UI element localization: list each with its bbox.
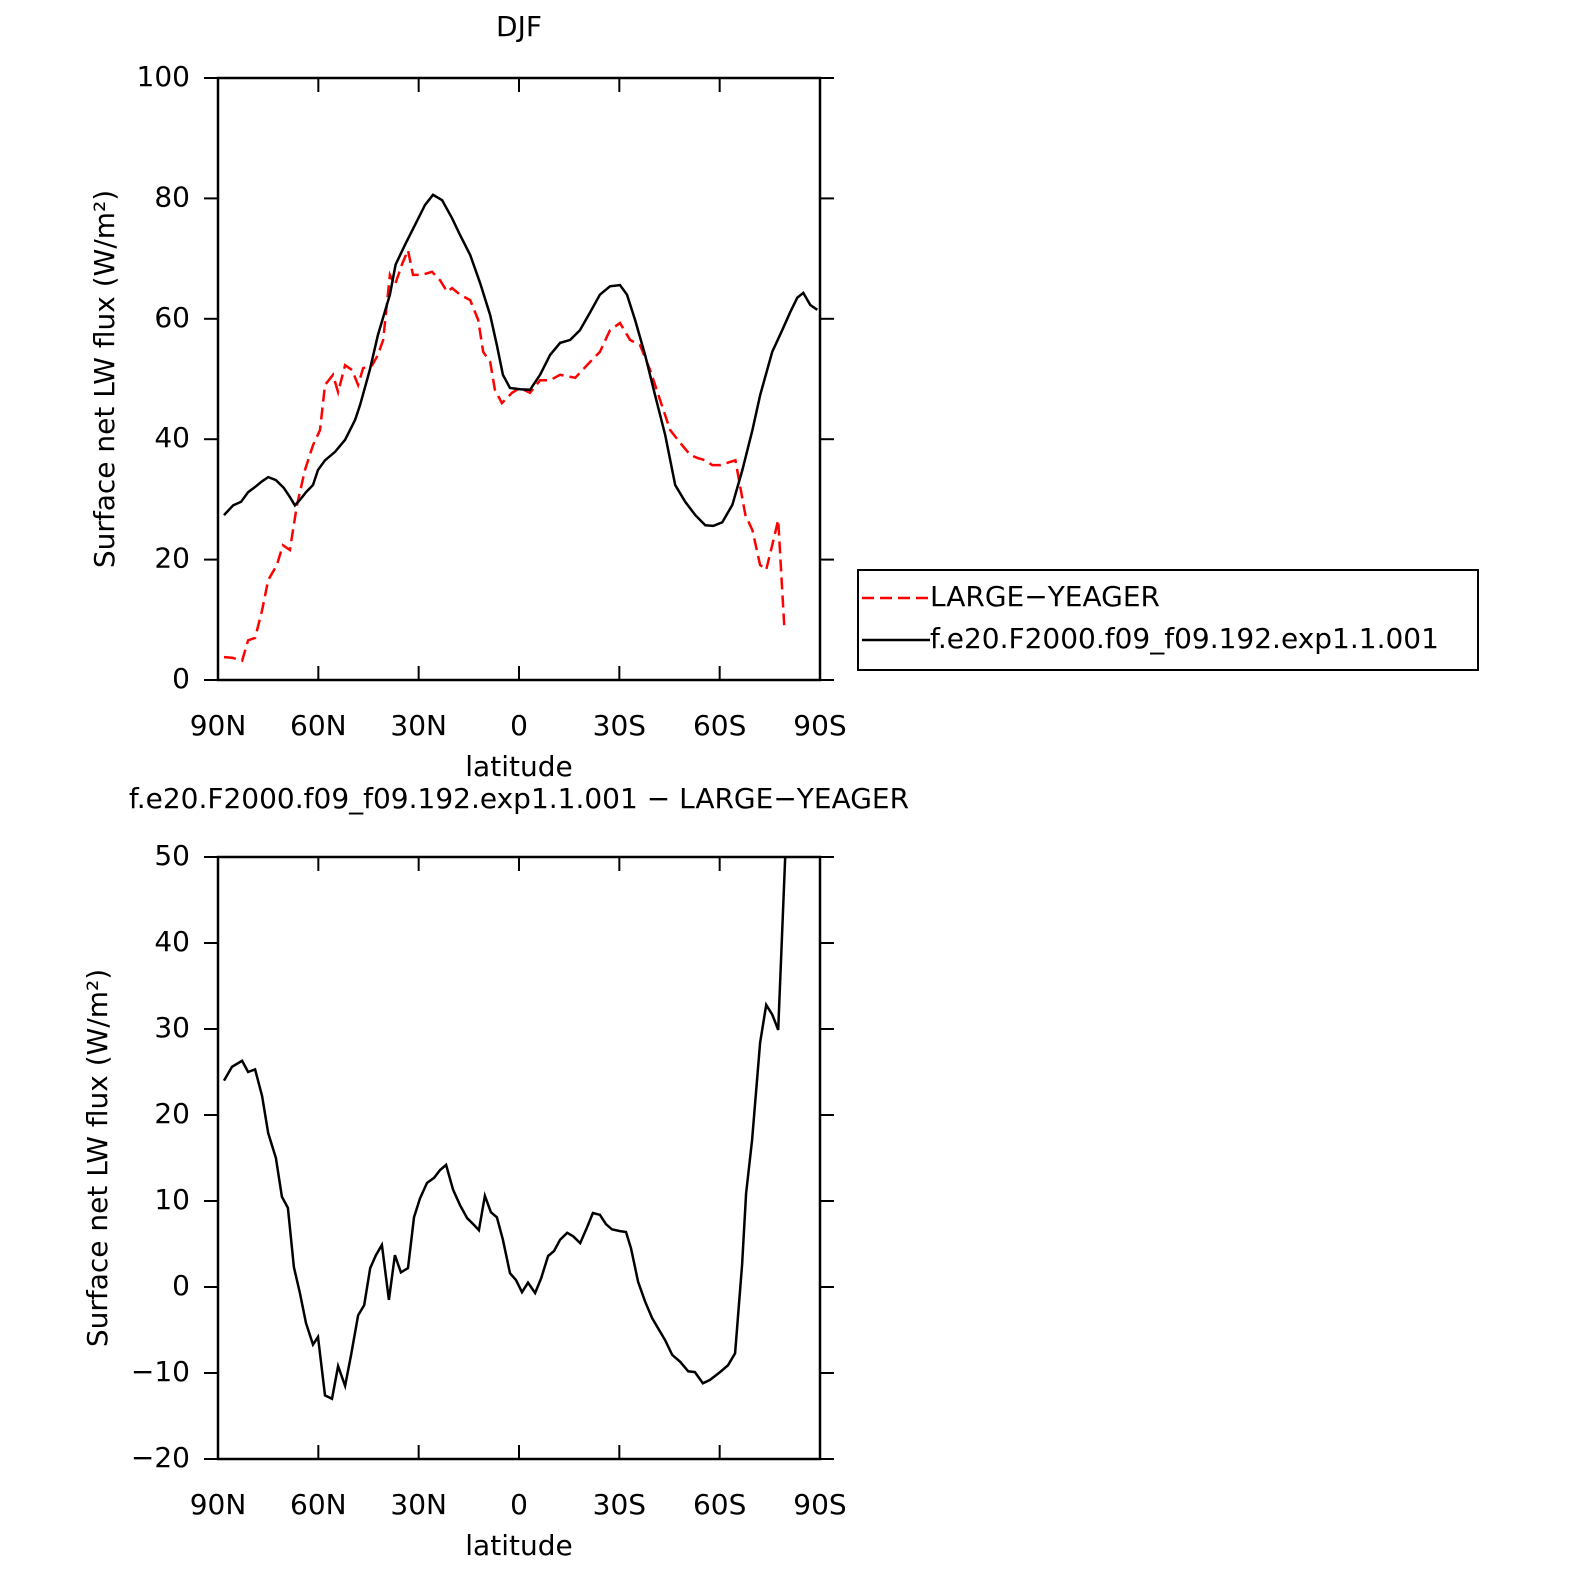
chart-title: f.e20.F2000.f09_f09.192.exp1.1.001 − LAR…: [129, 782, 909, 815]
x-tick-label: 60N: [290, 709, 347, 742]
y-tick-label: 0: [172, 662, 190, 695]
x-tick-label: 90S: [793, 1488, 846, 1521]
y-tick-label: 20: [154, 1097, 190, 1130]
x-tick-label: 60N: [290, 1488, 347, 1521]
plot-frame: [216, 76, 822, 682]
x-tick-label: 30S: [593, 1488, 646, 1521]
x-tick-label: 60S: [693, 709, 746, 742]
y-tick-label: 60: [154, 301, 190, 334]
y-tick-label: 100: [137, 60, 190, 93]
legend-label: f.e20.F2000.f09_f09.192.exp1.1.001: [930, 622, 1439, 655]
data-line: [222, 857, 787, 1401]
y-tick-label: 80: [154, 180, 190, 213]
y-axis-label: Surface net LW flux (W/m²): [88, 190, 121, 568]
y-tick-label: 0: [172, 1269, 190, 1302]
x-tick-label: 90N: [190, 709, 247, 742]
x-tick-label: 60S: [693, 1488, 746, 1521]
x-tick-label: 90N: [190, 1488, 247, 1521]
x-tick-label: 30S: [593, 709, 646, 742]
data-line: [223, 245, 786, 663]
y-tick-label: 40: [154, 421, 190, 454]
plot-frame: [216, 855, 822, 1461]
x-tick-label: 30N: [390, 709, 447, 742]
x-tick-label: 0: [510, 1488, 528, 1521]
y-axis-label: Surface net LW flux (W/m²): [81, 969, 114, 1347]
legend-box: [857, 569, 1479, 671]
y-tick-label: 30: [154, 1011, 190, 1044]
y-tick-label: 10: [154, 1183, 190, 1216]
y-tick-label: 20: [154, 542, 190, 575]
x-axis-label: latitude: [465, 1529, 572, 1562]
y-tick-label: −20: [131, 1441, 190, 1474]
chart-title: DJF: [496, 10, 542, 43]
x-axis-label: latitude: [465, 750, 572, 783]
x-tick-label: 90S: [793, 709, 846, 742]
x-tick-label: 0: [510, 709, 528, 742]
x-tick-label: 30N: [390, 1488, 447, 1521]
y-tick-label: −10: [131, 1355, 190, 1388]
legend-label: LARGE−YEAGER: [930, 580, 1160, 613]
data-line: [223, 193, 819, 528]
y-tick-label: 50: [154, 839, 190, 872]
y-tick-label: 40: [154, 925, 190, 958]
